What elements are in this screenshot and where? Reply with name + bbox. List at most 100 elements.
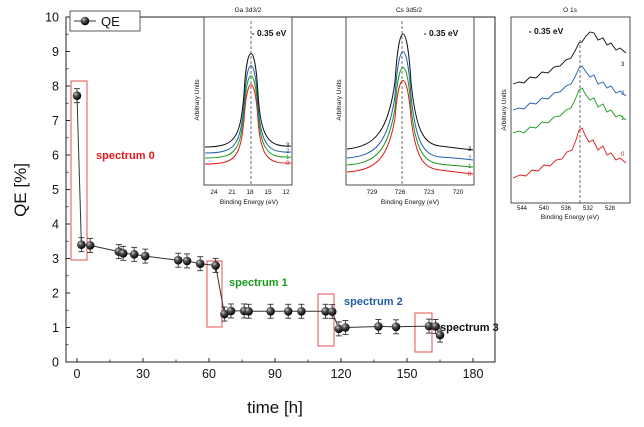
qe-data-point-7 (173, 255, 183, 265)
inset-cs-xtick-720: 720 (453, 189, 464, 196)
inset-o-curve-0 (512, 127, 627, 179)
y-tick-label-4: 4 (52, 218, 59, 232)
legend: QE (69, 10, 141, 32)
inset-o-curve-2 (512, 65, 627, 111)
inset-cs-xtick-726: 726 (395, 189, 406, 196)
highlight-box-spectrum-1 (206, 260, 223, 328)
y-tick-label-10: 10 (45, 11, 59, 25)
x-tick-label-120: 120 (331, 367, 352, 381)
inset-ga-curve-label-2: 2 (286, 149, 290, 155)
x-tick-label-60: 60 (202, 367, 216, 381)
qe-data-point-16 (283, 306, 293, 316)
inset-cs-curve-1 (346, 67, 474, 168)
inset-cs-curve-label-2: 2 (468, 156, 472, 162)
qe-data-point-4 (118, 249, 128, 258)
qe-data-point-14 (244, 306, 253, 316)
annotation-spectrum-3: spectrum 3 (440, 322, 499, 334)
inset-cs-curve-2 (346, 51, 474, 161)
inset-ga-shift-label: - 0.35 eV (252, 28, 287, 38)
qe-data-point-22 (374, 322, 383, 331)
inset-ga-xtick-21: 21 (228, 189, 236, 196)
qe-data-point-9 (195, 259, 205, 268)
y-axis-label: QE [%] (11, 163, 30, 217)
inset-ga-curve-label-0: 0 (286, 161, 290, 167)
inset-o-xlabel: Binding Energy (eV) (541, 214, 599, 221)
y-tick-label-5: 5 (52, 183, 59, 197)
inset-ga-xtick-12: 12 (282, 189, 290, 196)
y-tick-label-1: 1 (52, 321, 59, 335)
x-axis-label: time [h] (247, 398, 303, 417)
y-tick-label-3: 3 (52, 252, 59, 266)
inset-cs-3d: Cs 3d5/2 - 0.35 eV 3 2 1 0 729 726 723 7… (336, 7, 475, 206)
y-tick-label-8: 8 (52, 80, 59, 94)
y-tick-label-6: 6 (52, 149, 59, 163)
inset-cs-curve-label-3: 3 (468, 147, 472, 153)
inset-o-1s: O 1s - 0.35 eV 3 2 1 0 544 540 536 532 5… (501, 7, 631, 221)
inset-ga-xtick-24: 24 (210, 189, 218, 196)
annotation-spectrum-0: spectrum 0 (96, 150, 155, 162)
legend-label: QE (101, 14, 120, 29)
qe-data-point-25 (431, 322, 440, 331)
inset-ga-curve-0 (204, 84, 292, 165)
inset-ga-ylabel: Arbitrary Units (194, 79, 201, 121)
inset-ga-curve-1 (204, 75, 292, 159)
qe-data-point-6 (140, 251, 150, 261)
y-tick-label-2: 2 (52, 287, 59, 301)
qe-data-point-12 (226, 306, 236, 316)
x-tick-label-90: 90 (268, 367, 282, 381)
inset-cs-xlabel: Binding Energy (eV) (381, 199, 439, 206)
inset-ga-title: Ga 3d3/2 (235, 7, 262, 14)
inset-cs-curve-0 (346, 80, 474, 175)
inset-ga-curve-3 (204, 53, 292, 148)
inset-ga-xtick-18: 18 (246, 189, 254, 196)
highlight-box-spectrum-2 (317, 293, 335, 347)
x-tick-label-180: 180 (463, 367, 484, 381)
inset-cs-ylabel: Arbitrary Units (336, 79, 343, 121)
legend-marker (80, 16, 90, 26)
qe-data-point-15 (266, 306, 275, 316)
qe-data-point-26 (435, 330, 445, 340)
inset-cs-curve-label-1: 1 (468, 164, 472, 170)
x-tick-label-0: 0 (74, 367, 81, 381)
inset-o-curve-label-0: 0 (621, 152, 625, 158)
inset-ga-curve-label-3: 3 (286, 143, 290, 149)
qe-data-point-8 (182, 256, 192, 266)
inset-o-curve-label-3: 3 (621, 62, 625, 68)
inset-o-xtick-528: 528 (605, 206, 616, 212)
inset-o-xtick-544: 544 (517, 206, 528, 212)
annotation-spectrum-2: spectrum 2 (344, 296, 403, 308)
highlight-box-spectrum-0 (70, 80, 88, 261)
qe-data-point-20 (334, 324, 344, 334)
qe-data-point-5 (129, 250, 139, 259)
inset-o-title: O 1s (563, 7, 577, 14)
x-tick-label-30: 30 (136, 367, 150, 381)
inset-ga-curve-label-1: 1 (286, 155, 290, 161)
inset-o-xtick-532: 532 (583, 206, 594, 212)
highlight-box-spectrum-3 (414, 312, 433, 353)
qe-data-point-24 (424, 321, 434, 331)
qe-data-point-1 (77, 240, 86, 249)
inset-o-curve-label-2: 2 (621, 91, 625, 97)
inset-cs-curve-3 (346, 33, 474, 151)
inset-ga-curve-2 (204, 65, 292, 154)
inset-cs-xtick-729: 729 (367, 189, 378, 196)
y-tick-label-7: 7 (52, 114, 59, 128)
qe-data-point-23 (391, 322, 401, 332)
inset-o-curve-1 (512, 87, 627, 134)
inset-ga-xlabel: Binding Energy (eV) (220, 199, 278, 206)
inset-o-xtick-536: 536 (561, 206, 572, 212)
inset-o-curve-3 (512, 31, 627, 85)
inset-ga-xtick-15: 15 (264, 189, 272, 196)
y-tick-label-0: 0 (52, 356, 59, 370)
inset-cs-curve-label-0: 0 (468, 172, 472, 178)
qe-data-point-11 (220, 309, 229, 319)
x-tick-label-150: 150 (397, 367, 418, 381)
qe-data-point-18 (321, 306, 330, 316)
inset-o-ylabel: Arbitrary Units (501, 89, 508, 131)
qe-data-point-21 (341, 323, 350, 332)
annotation-spectrum-1: spectrum 1 (229, 277, 288, 289)
inset-o-xtick-540: 540 (539, 206, 550, 212)
inset-ga-3d: Ga 3d3/2 - 0.35 eV 3 2 1 0 24 21 18 15 1… (194, 7, 293, 206)
inset-cs-shift-label: - 0.35 eV (424, 28, 459, 38)
